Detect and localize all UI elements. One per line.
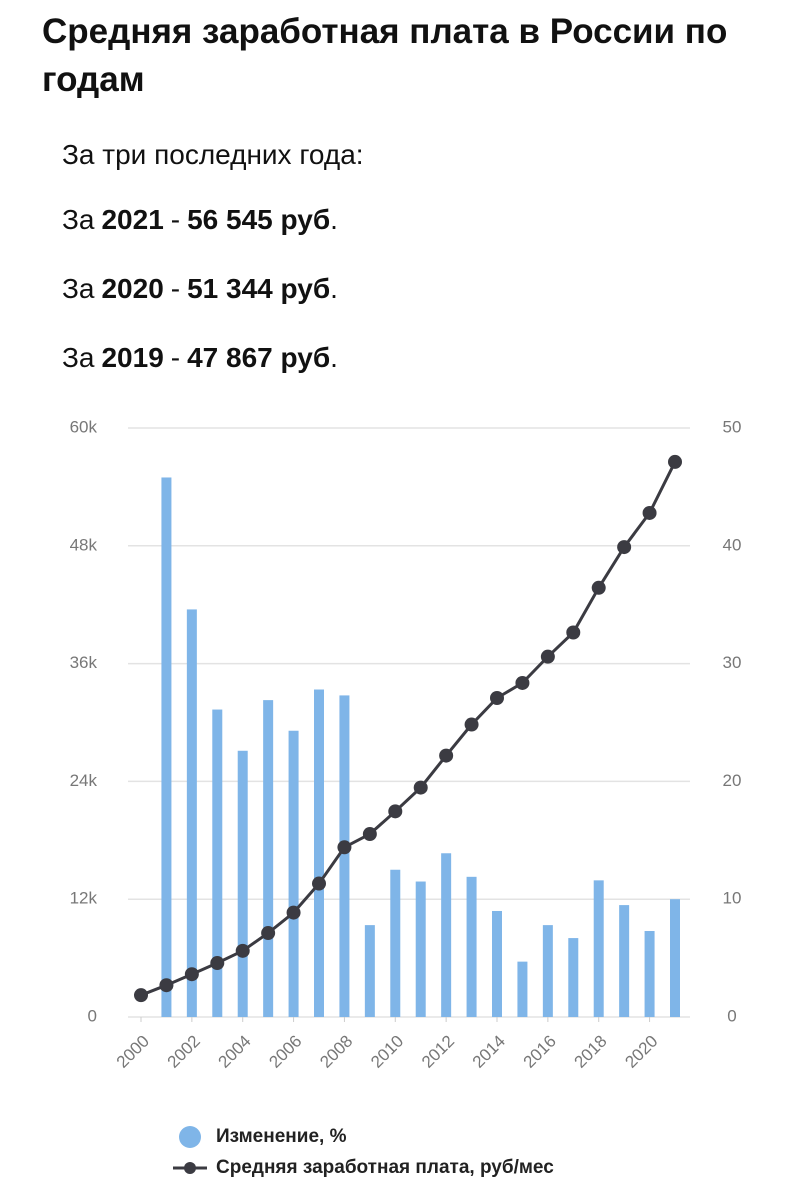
summary-intro: За три последних года:	[62, 139, 364, 170]
point	[515, 675, 530, 690]
bar	[542, 925, 553, 1017]
summary-line: За 2021-56 545 руб.	[62, 202, 338, 238]
point	[159, 978, 174, 993]
point	[261, 926, 276, 941]
legend-label: Средняя заработная плата, руб/мес	[216, 1157, 554, 1178]
point	[413, 780, 428, 795]
x-tick-label: 2012	[418, 1032, 458, 1072]
y2-tick-label: 50	[723, 417, 742, 436]
bar	[390, 869, 401, 1017]
bar	[670, 899, 680, 1017]
summary-line: За 2020-51 344 руб.	[62, 271, 338, 307]
bar	[619, 905, 630, 1017]
bar	[212, 709, 223, 1017]
y2-tick-label: 20	[723, 771, 742, 790]
bar	[186, 609, 197, 1017]
amount: 51 344 руб	[187, 273, 331, 304]
point	[362, 827, 377, 842]
x-tick-label: 2018	[571, 1032, 611, 1072]
x-tick-label: 2014	[469, 1032, 509, 1072]
point	[134, 988, 148, 1003]
prefix: За	[62, 342, 95, 373]
y-tick-label: 24k	[70, 771, 98, 790]
year: 2021	[101, 204, 164, 235]
suffix: .	[330, 342, 338, 373]
y2-tick-label: 10	[723, 889, 742, 908]
y-tick-label: 0	[88, 1006, 97, 1025]
y-tick-label: 60k	[70, 417, 98, 436]
x-tick-label: 2000	[113, 1032, 153, 1072]
y-tick-label: 48k	[70, 535, 98, 554]
bar	[263, 700, 274, 1017]
prefix: За	[62, 204, 95, 235]
point	[591, 580, 606, 595]
x-tick-label: 2016	[520, 1032, 560, 1072]
suffix: .	[330, 204, 338, 235]
x-tick-label: 2020	[621, 1032, 661, 1072]
x-tick-label: 2004	[215, 1032, 255, 1072]
bar	[568, 938, 579, 1017]
point	[337, 840, 352, 855]
point	[388, 804, 403, 819]
y2-tick-label: 30	[723, 653, 742, 672]
legend-swatch	[179, 1126, 201, 1148]
point	[464, 717, 479, 732]
bar	[415, 881, 426, 1017]
point	[184, 967, 199, 982]
bar	[492, 910, 502, 1017]
line	[140, 461, 677, 997]
point	[439, 748, 454, 763]
separator: -	[170, 342, 181, 373]
bar	[288, 730, 299, 1017]
suffix: .	[330, 273, 338, 304]
bar	[593, 880, 604, 1017]
point	[668, 454, 682, 469]
legend-label: Изменение, %	[216, 1126, 347, 1147]
bar	[339, 695, 350, 1017]
x-tick-label: 2006	[265, 1032, 305, 1072]
separator: -	[170, 273, 181, 304]
bar	[517, 961, 528, 1017]
y-tick-label: 36k	[70, 653, 98, 672]
bar	[441, 853, 452, 1017]
y-tick-label: 12k	[70, 889, 98, 908]
point	[286, 905, 301, 920]
point	[566, 625, 581, 640]
x-tick-label: 2008	[316, 1032, 356, 1072]
bar	[237, 750, 248, 1017]
point	[617, 540, 632, 555]
year: 2019	[101, 342, 164, 373]
point	[540, 649, 555, 664]
bar	[364, 925, 375, 1017]
point	[235, 943, 250, 958]
legend-swatch	[184, 1162, 196, 1174]
separator: -	[170, 204, 181, 235]
bar	[466, 876, 477, 1017]
summary-line: За 2019-47 867 руб.	[62, 340, 338, 376]
bar	[314, 689, 324, 1017]
prefix: За	[62, 273, 95, 304]
y2-tick-label: 40	[723, 535, 742, 554]
y2-tick-label: 0	[727, 1006, 736, 1025]
point	[642, 505, 657, 520]
amount: 47 867 руб	[187, 342, 331, 373]
page-title: Средняя заработная плата в России по год…	[42, 12, 728, 99]
amount: 56 545 руб	[187, 204, 331, 235]
bar	[161, 477, 172, 1017]
bar	[644, 931, 655, 1017]
x-tick-label: 2010	[367, 1032, 407, 1072]
x-tick-label: 2002	[164, 1032, 204, 1072]
point	[210, 956, 225, 971]
point	[490, 691, 504, 706]
year: 2020	[101, 273, 164, 304]
point	[312, 876, 326, 891]
